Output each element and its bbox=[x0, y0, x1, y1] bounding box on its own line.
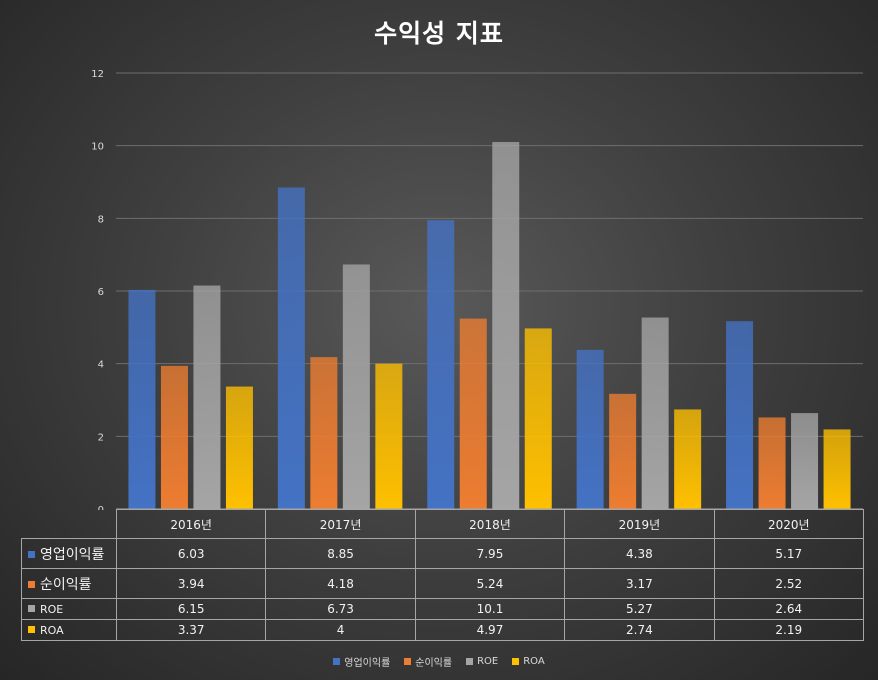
data-label: 5.24 bbox=[414, 568, 566, 599]
bar-순이익률-2019년 bbox=[609, 393, 637, 509]
legend-label: 영업이익률 bbox=[344, 658, 391, 669]
data-label: 5.17 bbox=[713, 538, 864, 569]
legend-swatch bbox=[466, 658, 474, 665]
table-row: 순이익률 3.94 4.18 5.24 3.17 2.52 bbox=[21, 568, 864, 599]
data-label: 4.18 bbox=[265, 568, 416, 599]
data-label: 6.73 bbox=[265, 598, 416, 620]
table-row: 영업이익률 6.03 8.85 7.95 4.38 5.17 bbox=[21, 538, 864, 569]
table-row: ROA 3.37 4 4.97 2.74 2.19 bbox=[21, 619, 864, 641]
data-label: 4 bbox=[265, 619, 416, 641]
bar-영업이익률-2016년 bbox=[128, 289, 156, 509]
legend-swatch bbox=[404, 658, 412, 665]
y-tick-label: 10 bbox=[91, 142, 104, 153]
bar-ROA-2018년 bbox=[524, 328, 552, 509]
plot-area: 0 2 4 6 8 10 12 bbox=[91, 69, 863, 510]
legend: 영업이익률 순이익률 ROE ROA bbox=[0, 654, 878, 669]
data-label: 3.37 bbox=[115, 619, 267, 641]
data-label: 2.52 bbox=[713, 568, 864, 599]
bar-ROE-2017년 bbox=[342, 264, 370, 509]
bar-영업이익률-2017년 bbox=[277, 187, 305, 509]
table-row: ROE 6.15 6.73 10.1 5.27 2.64 bbox=[21, 598, 864, 620]
row-header: 순이익률 bbox=[21, 568, 117, 599]
y-tick-label: 6 bbox=[98, 287, 104, 298]
data-label: 2.64 bbox=[713, 598, 864, 620]
data-label: 2.74 bbox=[564, 619, 715, 641]
category-label: 2017년 bbox=[265, 509, 416, 539]
data-label: 8.85 bbox=[265, 538, 416, 569]
legend-item: 영업이익률 bbox=[333, 654, 390, 669]
data-label: 2.19 bbox=[713, 619, 864, 641]
series-swatch bbox=[28, 550, 35, 558]
series-name: 영업이익률 bbox=[40, 546, 105, 563]
bar-순이익률-2016년 bbox=[160, 365, 188, 509]
bar-순이익률-2017년 bbox=[310, 357, 338, 509]
series-name: 순이익률 bbox=[40, 576, 92, 593]
data-label: 6.03 bbox=[115, 538, 267, 569]
y-tick-label: 0 bbox=[98, 505, 104, 510]
row-header: 영업이익률 bbox=[21, 538, 117, 569]
bar-순이익률-2018년 bbox=[459, 318, 487, 509]
chart-title: 수익성 지표 bbox=[374, 19, 504, 48]
bar-영업이익률-2019년 bbox=[576, 349, 604, 509]
row-header: ROE bbox=[21, 598, 117, 620]
y-tick-label: 8 bbox=[98, 214, 104, 225]
bar-ROA-2017년 bbox=[375, 363, 403, 509]
legend-item: ROA bbox=[512, 654, 545, 669]
bar-ROE-2019년 bbox=[641, 317, 669, 509]
series-swatch bbox=[28, 625, 35, 633]
category-label: 2018년 bbox=[414, 509, 566, 539]
y-tick-label: 4 bbox=[98, 360, 104, 371]
bar-ROE-2020년 bbox=[791, 413, 819, 509]
bar-ROE-2018년 bbox=[492, 142, 520, 510]
row-header: ROA bbox=[21, 619, 117, 641]
bar-ROA-2019년 bbox=[674, 409, 702, 509]
data-label: 10.1 bbox=[414, 598, 566, 620]
bar-순이익률-2020년 bbox=[758, 417, 786, 509]
legend-label: ROA bbox=[523, 656, 545, 667]
data-label: 4.97 bbox=[414, 619, 566, 641]
data-label: 4.38 bbox=[564, 538, 715, 569]
bar-ROA-2020년 bbox=[823, 429, 851, 509]
data-label: 7.95 bbox=[414, 538, 566, 569]
table-corner bbox=[21, 509, 117, 539]
legend-item: ROE bbox=[466, 654, 498, 669]
y-tick-label: 12 bbox=[91, 69, 104, 80]
bar-영업이익률-2018년 bbox=[427, 220, 455, 509]
series-swatch bbox=[28, 580, 35, 588]
series-name: ROA bbox=[40, 623, 64, 637]
bar-영업이익률-2020년 bbox=[726, 321, 754, 509]
data-label: 3.17 bbox=[564, 568, 715, 599]
data-label: 6.15 bbox=[115, 598, 267, 620]
series-swatch bbox=[28, 604, 35, 612]
data-label: 3.94 bbox=[115, 568, 267, 599]
legend-swatch bbox=[512, 658, 520, 665]
category-label: 2019년 bbox=[564, 509, 715, 539]
y-tick-label: 2 bbox=[98, 432, 104, 443]
legend-item: 순이익률 bbox=[404, 654, 452, 669]
data-label: 5.27 bbox=[564, 598, 715, 620]
bar-ROE-2016년 bbox=[193, 285, 221, 509]
series-name: ROE bbox=[40, 602, 64, 616]
bar-ROA-2016년 bbox=[225, 386, 253, 509]
legend-swatch bbox=[333, 658, 341, 665]
category-label: 2020년 bbox=[713, 509, 864, 539]
legend-label: ROE bbox=[477, 656, 499, 667]
legend-label: 순이익률 bbox=[415, 658, 453, 669]
category-label: 2016년 bbox=[115, 509, 267, 539]
